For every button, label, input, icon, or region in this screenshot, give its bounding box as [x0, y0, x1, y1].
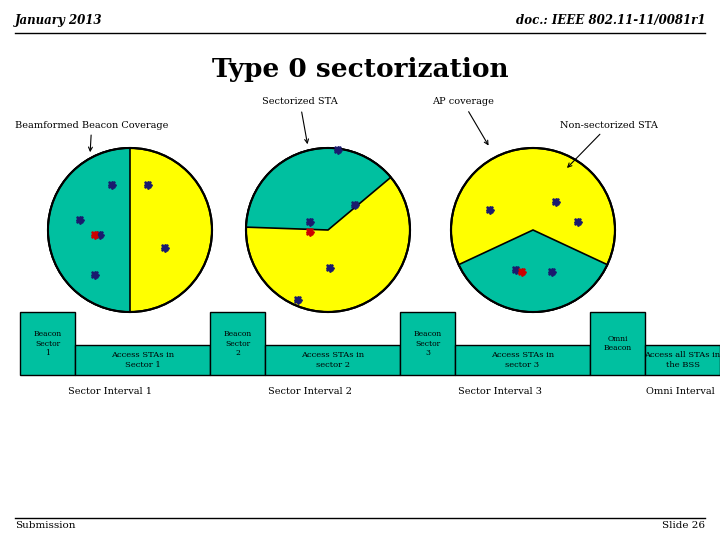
- Polygon shape: [459, 230, 607, 312]
- Bar: [210, 312, 265, 375]
- Circle shape: [94, 273, 96, 276]
- Circle shape: [146, 184, 150, 186]
- Text: Access STAs in
sector 3: Access STAs in sector 3: [491, 352, 554, 369]
- Text: AP coverage: AP coverage: [432, 98, 494, 145]
- Text: Beamformed Beacon Coverage: Beamformed Beacon Coverage: [15, 120, 168, 151]
- Text: Submission: Submission: [15, 521, 76, 530]
- Circle shape: [94, 233, 96, 237]
- Text: Omni
Beacon: Omni Beacon: [603, 335, 631, 352]
- Circle shape: [577, 220, 580, 224]
- Circle shape: [551, 271, 554, 273]
- Text: Sector Interval 2: Sector Interval 2: [268, 387, 352, 396]
- Circle shape: [354, 204, 356, 206]
- Text: Slide 26: Slide 26: [662, 521, 705, 530]
- Text: Sector Interval 1: Sector Interval 1: [68, 387, 152, 396]
- Circle shape: [308, 220, 312, 224]
- Circle shape: [521, 271, 523, 273]
- Circle shape: [336, 148, 340, 152]
- Text: Beacon
Sector
1: Beacon Sector 1: [33, 330, 62, 357]
- Text: Non-sectorized STA: Non-sectorized STA: [560, 120, 658, 167]
- Bar: [75, 345, 210, 375]
- Circle shape: [515, 268, 518, 272]
- Bar: [20, 312, 75, 375]
- Text: Access all STAs in
the BSS: Access all STAs in the BSS: [644, 352, 720, 369]
- Circle shape: [488, 208, 492, 212]
- Circle shape: [246, 148, 410, 312]
- Polygon shape: [48, 148, 130, 312]
- Text: Access STAs in
sector 2: Access STAs in sector 2: [301, 352, 364, 369]
- Bar: [400, 312, 455, 375]
- Bar: [590, 312, 645, 375]
- Text: Beacon
Sector
2: Beacon Sector 2: [223, 330, 251, 357]
- Text: January 2013: January 2013: [15, 14, 102, 27]
- Circle shape: [451, 148, 615, 312]
- Circle shape: [110, 184, 114, 186]
- Text: doc.: IEEE 802.11-11/0081r1: doc.: IEEE 802.11-11/0081r1: [516, 14, 705, 27]
- Text: Access STAs in
Sector 1: Access STAs in Sector 1: [111, 352, 174, 369]
- Circle shape: [554, 200, 557, 204]
- Text: Sector Interval 3: Sector Interval 3: [458, 387, 542, 396]
- Circle shape: [297, 299, 300, 301]
- Circle shape: [328, 267, 331, 269]
- Bar: [265, 345, 400, 375]
- Circle shape: [99, 233, 102, 237]
- Polygon shape: [246, 148, 391, 230]
- Text: Omni Interval: Omni Interval: [646, 387, 714, 396]
- Circle shape: [48, 148, 212, 312]
- Text: Type 0 sectorization: Type 0 sectorization: [212, 57, 508, 82]
- Bar: [645, 345, 720, 375]
- Text: Beacon
Sector
3: Beacon Sector 3: [413, 330, 441, 357]
- Circle shape: [78, 219, 81, 221]
- Text: Sectorized STA: Sectorized STA: [262, 98, 338, 143]
- Circle shape: [163, 246, 166, 249]
- Circle shape: [308, 231, 312, 233]
- Bar: [455, 345, 590, 375]
